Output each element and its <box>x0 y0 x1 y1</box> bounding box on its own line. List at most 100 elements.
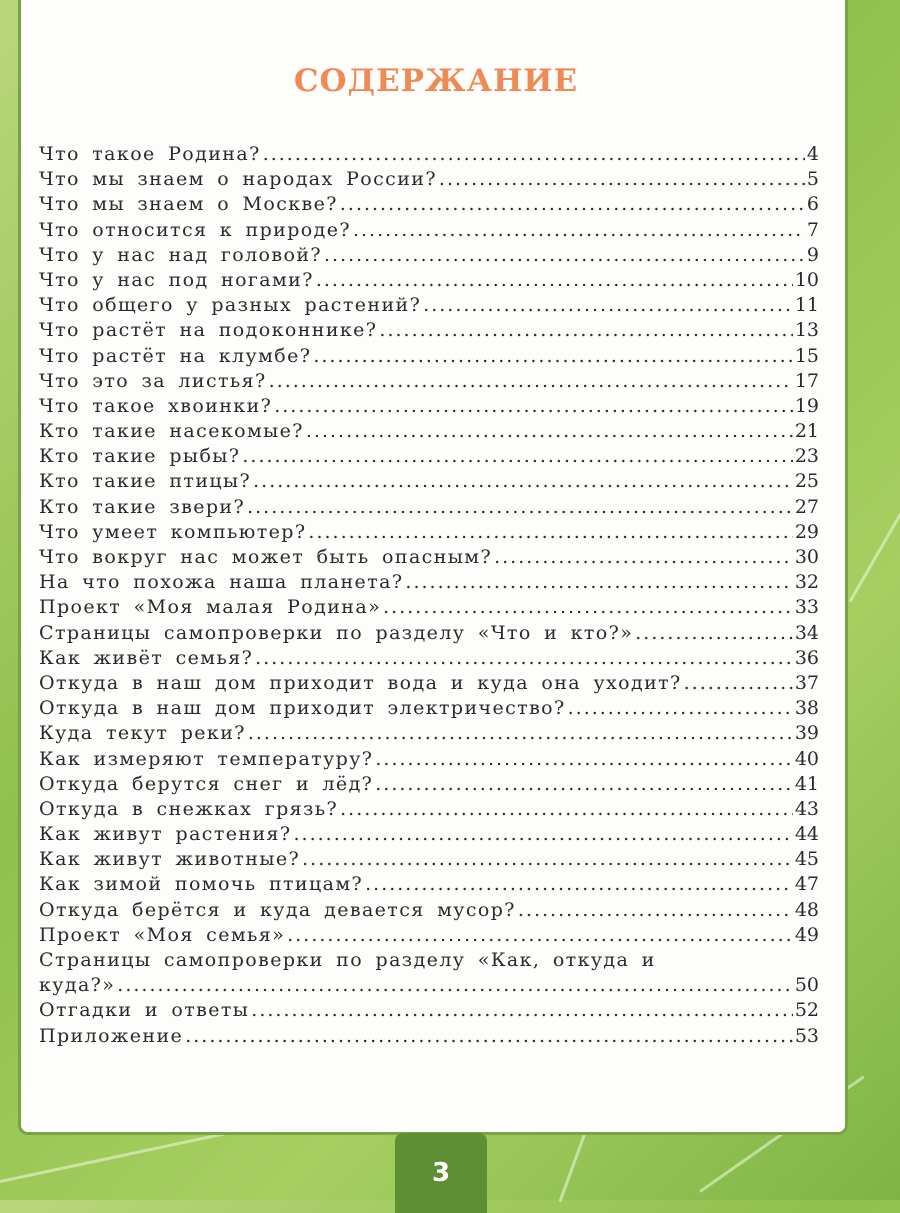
dot-leader <box>324 244 805 266</box>
dot-leader <box>568 697 793 719</box>
toc-entry: Что мы знаем о Москве? 6 <box>39 193 819 218</box>
toc-entry-page: 19 <box>794 394 819 417</box>
toc-entry-title: Что у нас над головой? <box>39 243 322 266</box>
toc-entry-title: Как живут растения? <box>39 823 292 846</box>
dot-leader <box>117 974 793 996</box>
toc-entry: Кто такие птицы? 25 <box>39 470 819 495</box>
toc-entry-page: 23 <box>794 445 819 468</box>
toc-entry: Как живёт семья? 36 <box>39 647 819 672</box>
toc-entry-page: 45 <box>794 848 819 871</box>
dot-leader <box>255 647 793 669</box>
toc-entry: Что у нас над головой? 9 <box>39 244 819 269</box>
toc-entry-title: Страницы самопроверки по разделу «Как, о… <box>39 949 656 971</box>
toc-entry: Как зимой помочь птицам? 47 <box>39 873 819 898</box>
toc-entry: На что похожа наша планета? 32 <box>39 571 819 596</box>
toc-entry-title: Откуда берутся снег и лёд? <box>39 772 374 795</box>
toc-entry-page: 25 <box>794 470 819 493</box>
toc-entry-page: 6 <box>806 193 819 216</box>
toc-entry-title: Что умеет компьютер? <box>39 520 307 543</box>
toc-entry-title: На что похожа наша планета? <box>39 571 404 594</box>
toc-entry-page: 17 <box>794 369 819 392</box>
toc-entry: Кто такие насекомые? 21 <box>39 420 819 445</box>
dot-leader <box>185 1025 793 1047</box>
toc-entry-page: 27 <box>794 495 819 518</box>
toc-entry: Что относится к природе? 7 <box>39 219 819 244</box>
dot-leader <box>302 848 793 870</box>
toc-entry-page: 15 <box>794 344 819 367</box>
toc-entry: Что умеет компьютер? 29 <box>39 521 819 546</box>
dot-leader <box>494 546 793 568</box>
toc-entry-page: 21 <box>794 420 819 443</box>
toc-entry-title: Что это за листья? <box>39 369 267 392</box>
page-title: СОДЕРЖАНИЕ <box>293 63 579 99</box>
toc-entry-page: 38 <box>794 697 819 720</box>
toc-entry: Что у нас под ногами? 10 <box>39 269 819 294</box>
toc-entry-title: Что у нас под ногами? <box>39 268 314 291</box>
dot-leader <box>287 924 793 946</box>
toc-entry: Откуда берётся и куда девается мусор? 48 <box>39 899 819 924</box>
dot-leader <box>316 269 793 291</box>
leaf-vein <box>848 462 900 603</box>
toc-entry-title: Что растёт на клумбе? <box>39 344 312 367</box>
toc-entry-page: 10 <box>794 268 819 291</box>
toc-entry-page: 32 <box>794 571 819 594</box>
toc-entry-title: Как зимой помочь птицам? <box>39 873 364 896</box>
toc-entry-page: 9 <box>806 243 819 266</box>
toc-entry: Отгадки и ответы 52 <box>39 999 819 1024</box>
dot-leader <box>308 521 792 543</box>
toc-entry-page: 11 <box>794 294 819 317</box>
toc-entry-title: Отгадки и ответы <box>39 999 250 1022</box>
dot-leader <box>340 193 805 215</box>
toc-entry-title: Как живёт семья? <box>39 646 254 669</box>
toc-entry: Как живут растения? 44 <box>39 823 819 848</box>
toc-entry-page: 53 <box>794 1024 819 1047</box>
toc-entry-title: Откуда в наш дом приходит электричество? <box>39 697 566 720</box>
table-of-contents: Что такое Родина? 4 Что мы знаем о народах… <box>39 143 819 1050</box>
toc-entry: Кто такие рыбы? 23 <box>39 445 819 470</box>
toc-entry: Проект «Моя семья» 49 <box>39 924 819 949</box>
toc-entry-title: Что растёт на подоконнике? <box>39 319 378 342</box>
toc-entry-page: 50 <box>794 974 819 997</box>
toc-entry-title: Что мы знаем о народах России? <box>39 168 437 191</box>
toc-entry-title: Кто такие насекомые? <box>39 420 304 443</box>
toc-entry: Страницы самопроверки по разделу «Что и … <box>39 622 819 647</box>
dot-leader <box>405 571 792 593</box>
toc-entry: Что такое хвоинки? 19 <box>39 395 819 420</box>
dot-leader <box>423 294 793 316</box>
toc-entry-title: Проект «Моя малая Родина» <box>39 596 382 619</box>
toc-entry-page: 52 <box>794 999 819 1022</box>
dot-leader <box>274 395 793 417</box>
toc-entry: Приложение 53 <box>39 1025 819 1050</box>
dot-leader <box>247 496 793 518</box>
dot-leader <box>294 823 793 845</box>
toc-entry: Что растёт на клумбе? 15 <box>39 345 819 370</box>
toc-entry-page: 43 <box>794 797 819 820</box>
toc-entry-title: Что вокруг нас может быть опасным? <box>39 546 493 568</box>
toc-entry-title: Что мы знаем о Москве? <box>39 193 338 216</box>
toc-entry-page: 49 <box>794 923 819 946</box>
toc-entry: Откуда в наш дом приходит вода и куда он… <box>39 672 819 697</box>
toc-entry-title: Кто такие рыбы? <box>39 445 241 468</box>
toc-entry-page: 4 <box>806 143 819 165</box>
toc-entry-page: 39 <box>794 722 819 745</box>
toc-entry-title: Страницы самопроверки по разделу «Что и … <box>39 621 634 644</box>
toc-entry: Кто такие звери? 27 <box>39 496 819 521</box>
toc-entry: Откуда берутся снег и лёд? 41 <box>39 773 819 798</box>
toc-entry-page: 44 <box>794 823 819 846</box>
dot-leader <box>251 999 793 1021</box>
toc-entry-page: 5 <box>806 168 819 191</box>
dot-leader <box>242 445 792 467</box>
toc-entry-page: 37 <box>794 671 819 694</box>
toc-entry-title: Кто такие звери? <box>39 495 246 518</box>
dot-leader <box>248 722 793 744</box>
toc-entry: куда?» 50 <box>39 974 819 999</box>
toc-entry-title: Откуда в наш дом приходит вода и куда он… <box>39 671 682 694</box>
toc-entry-page: 33 <box>794 596 819 619</box>
dot-leader <box>439 168 805 190</box>
dot-leader <box>313 345 792 367</box>
toc-entry-page: 7 <box>806 218 819 241</box>
toc-entry-page: 13 <box>794 319 819 342</box>
toc-entry-page: 48 <box>794 898 819 921</box>
dot-leader <box>340 798 793 820</box>
toc-entry-page: 40 <box>794 747 819 770</box>
